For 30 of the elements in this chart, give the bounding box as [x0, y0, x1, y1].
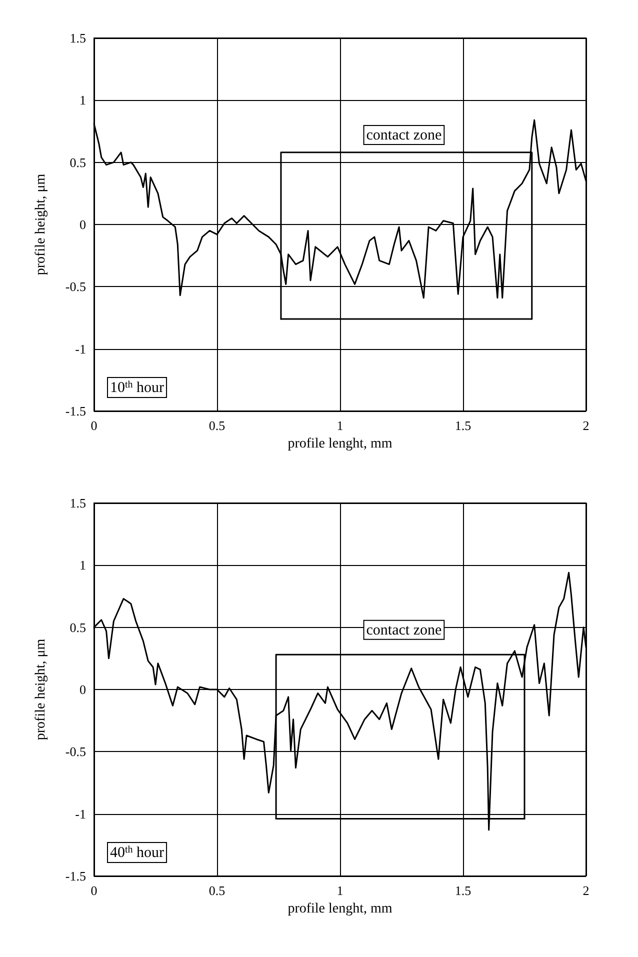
x-tick-label: 2: [582, 418, 590, 433]
y-tick-label: 0.5: [70, 620, 86, 635]
y-tick-label: -1: [75, 341, 86, 356]
x-tick-label: 1.5: [454, 883, 472, 898]
y-tick-label: 1: [80, 558, 86, 573]
y-tick-label: -0.5: [65, 744, 86, 760]
y-tick-label: 1: [80, 92, 86, 108]
y-tick-label: -1: [75, 806, 86, 822]
x-tick-label: 1.5: [454, 418, 472, 433]
annotation: contact zone: [366, 127, 442, 144]
x-tick-label: 1: [336, 883, 344, 898]
x-tick-label: 0.5: [208, 418, 226, 433]
y-tick-label: 0: [80, 682, 86, 697]
y-tick-label: -0.5: [65, 279, 86, 294]
x-tick-label: 2: [582, 883, 590, 898]
x-tick-label: 1: [336, 418, 344, 433]
y-tick-label: 0.5: [70, 154, 86, 170]
x-axis-title: profile lenght, mm: [288, 902, 392, 916]
y-tick-label: 1.5: [70, 496, 86, 510]
y-tick-label: -1.5: [65, 868, 86, 884]
x-tick-label: 0.5: [208, 883, 226, 898]
y-tick-label: 1.5: [70, 30, 86, 46]
x-tick-label: 0: [90, 418, 98, 433]
x-tick-label: 0: [90, 883, 98, 898]
y-axis-title: profile height, μm: [34, 638, 48, 740]
annotation: contact zone: [366, 622, 442, 638]
y-tick-label: -1.5: [65, 404, 86, 418]
y-axis-title: profile height, μm: [34, 174, 48, 276]
y-tick-label: 0: [80, 217, 86, 232]
x-axis-title: profile lenght, mm: [288, 436, 392, 452]
